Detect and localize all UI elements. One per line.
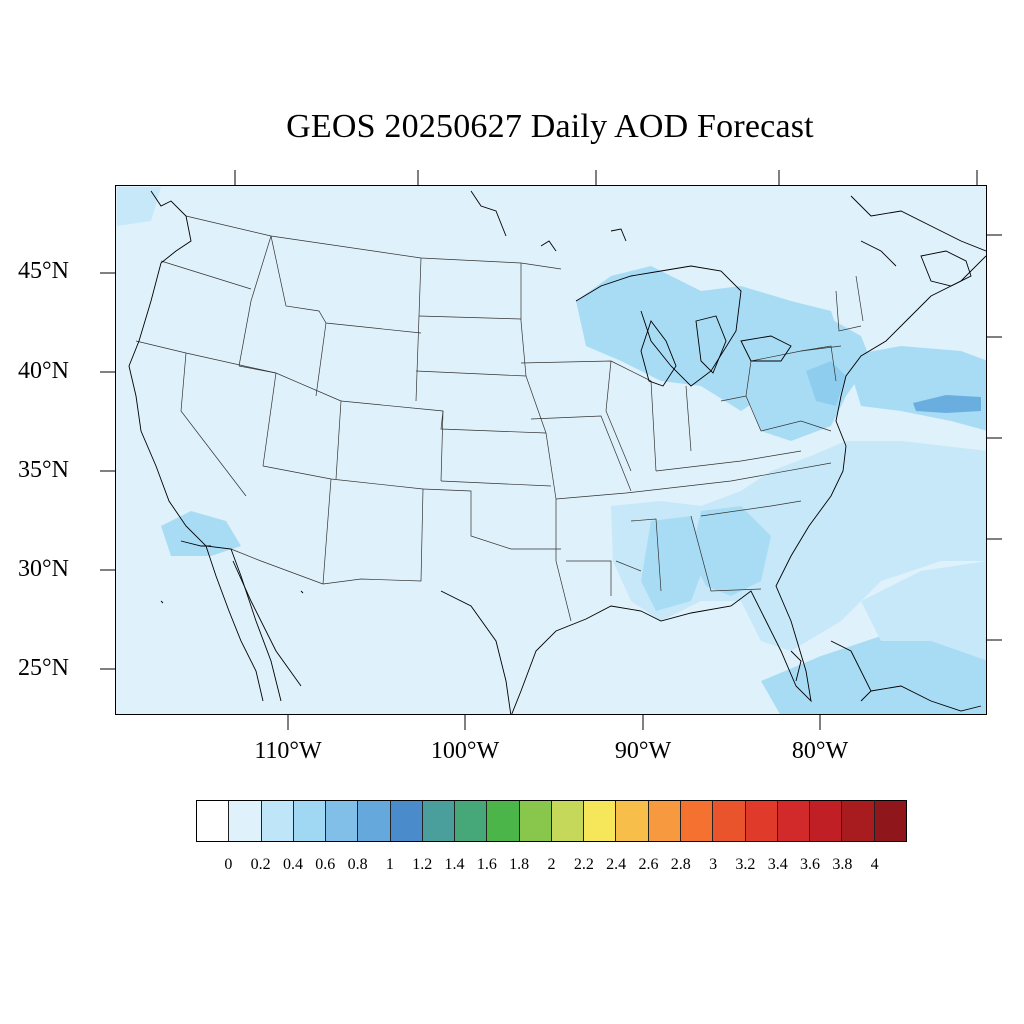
colorbar-swatch xyxy=(551,801,585,841)
colorbar-tick-label: 3.8 xyxy=(832,856,853,873)
colorbar-tick-label: 2.8 xyxy=(670,856,691,873)
colorbar-tick-label: 0.4 xyxy=(282,856,303,873)
colorbar-swatch xyxy=(358,801,391,841)
colorbar-tick-label: 1.2 xyxy=(412,856,433,873)
colorbar-swatch xyxy=(326,801,359,841)
colorbar xyxy=(196,800,907,842)
colorbar-tick-label: 0.6 xyxy=(315,856,336,873)
colorbar-tick-label: 2.6 xyxy=(638,856,659,873)
colorbar-tick-label: 2.2 xyxy=(573,856,594,873)
colorbar-swatch xyxy=(390,801,423,841)
colorbar-tick-label: 3.6 xyxy=(800,856,821,873)
lat-label-35n: 35°N xyxy=(18,457,69,483)
colorbar-swatch xyxy=(745,801,778,841)
aod-region-gulf-atlantic-south xyxy=(691,506,771,596)
aod-shading xyxy=(117,187,986,714)
colorbar-swatch xyxy=(229,801,262,841)
aod-region-atlantic xyxy=(846,346,986,431)
lon-label-100w: 100°W xyxy=(430,738,500,764)
lat-label-45n: 45°N xyxy=(18,258,69,284)
colorbar-tick-label: 0.2 xyxy=(250,856,271,873)
lon-label-90w: 90°W xyxy=(614,738,672,764)
state-borders xyxy=(135,215,864,622)
map-frame xyxy=(115,185,987,715)
lat-label-30n: 30°N xyxy=(18,556,69,582)
colorbar-tick-label: 1 xyxy=(385,856,394,873)
colorbar-tick-label: 4 xyxy=(870,856,879,873)
map-title: GEOS 20250627 Daily AOD Forecast xyxy=(286,108,814,145)
colorbar-swatch xyxy=(648,801,681,841)
aod-region-southeast xyxy=(611,441,986,651)
colorbar-tick-label: 3.2 xyxy=(735,856,756,873)
colorbar-swatch xyxy=(519,801,552,841)
aod-region-northwest-corner xyxy=(117,187,161,226)
colorbar-swatch xyxy=(777,801,811,841)
lat-label-25n: 25°N xyxy=(18,655,69,681)
colorbar-tick-label: 3 xyxy=(709,856,718,873)
aod-region-caribbean xyxy=(761,636,986,714)
lon-label-80w: 80°W xyxy=(791,738,849,764)
colorbar-swatch xyxy=(197,801,230,841)
colorbar-swatch xyxy=(261,801,294,841)
colorbar-swatch xyxy=(422,801,456,841)
colorbar-tick-label: 1.8 xyxy=(509,856,530,873)
colorbar-swatch xyxy=(487,801,520,841)
aod-map xyxy=(117,187,986,714)
lon-label-110w: 110°W xyxy=(254,738,322,764)
colorbar-swatch xyxy=(680,801,714,841)
colorbar-swatch xyxy=(842,801,875,841)
aod-region-atlantic-plume xyxy=(861,561,986,661)
aod-region-southern-california xyxy=(161,511,241,556)
lat-label-40n: 40°N xyxy=(18,358,69,384)
colorbar-swatch xyxy=(810,801,843,841)
colorbar-tick-label: 2 xyxy=(547,856,556,873)
aod-region-peak xyxy=(913,395,981,413)
colorbar-swatch xyxy=(616,801,649,841)
colorbar-tick-label: 1.6 xyxy=(476,856,497,873)
colorbar-tick-label: 0 xyxy=(224,856,233,873)
colorbar-tick-label: 0.8 xyxy=(347,856,368,873)
colorbar-tick-label: 2.4 xyxy=(606,856,627,873)
colorbar-swatch xyxy=(713,801,746,841)
coastlines xyxy=(128,190,986,714)
colorbar-swatch xyxy=(584,801,617,841)
colorbar-swatch xyxy=(293,801,327,841)
aod-region-ny xyxy=(806,361,846,406)
aod-region-northeast xyxy=(746,319,871,441)
colorbar-swatch xyxy=(874,801,906,841)
colorbar-tick-label: 3.4 xyxy=(767,856,788,873)
colorbar-swatch xyxy=(455,801,488,841)
colorbar-tick-label: 1.4 xyxy=(444,856,465,873)
